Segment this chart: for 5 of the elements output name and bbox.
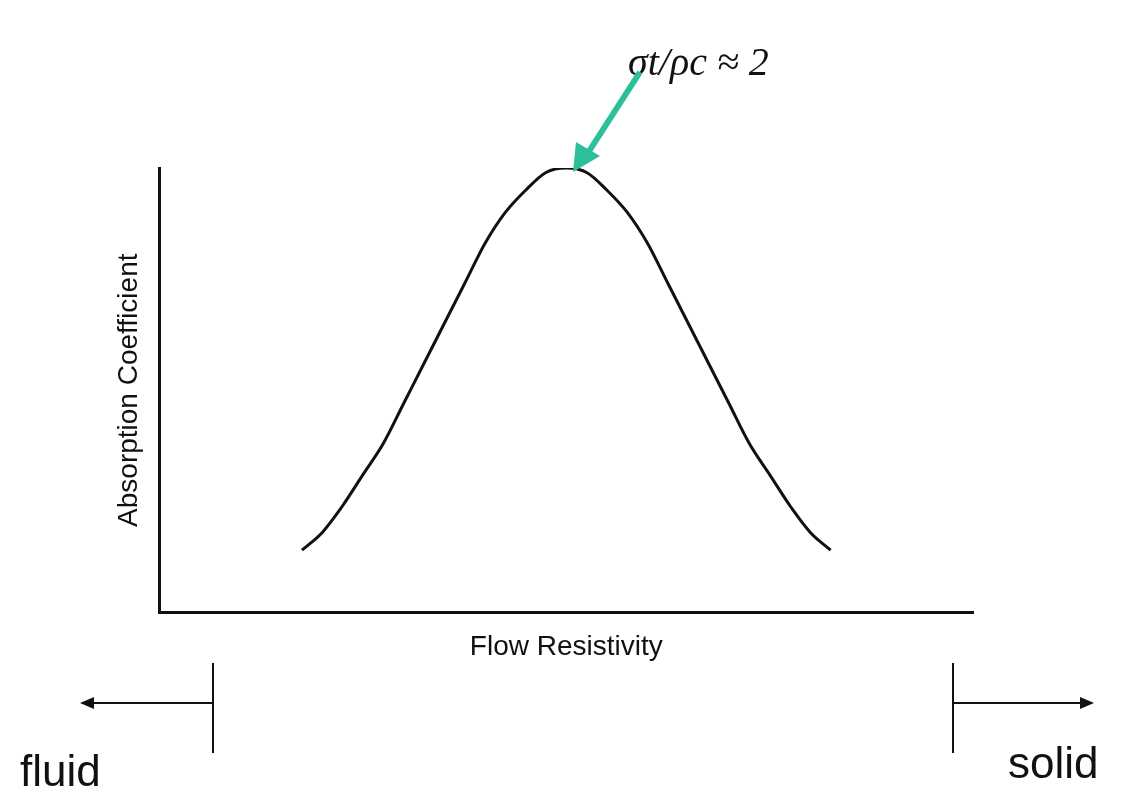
- text: solid: [1008, 738, 1099, 788]
- text: σt/ρc ≈ 2: [628, 38, 769, 85]
- y-axis-title: Absorption Coefficient: [111, 253, 143, 527]
- text: fluid: [20, 746, 101, 796]
- x-axis-title: Flow Resistivity: [469, 629, 663, 661]
